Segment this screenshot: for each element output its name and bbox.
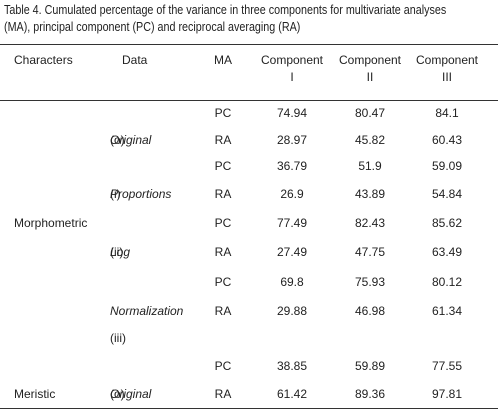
value-cell: 84.1 (435, 106, 459, 120)
header-cell: Component (415, 53, 479, 67)
value-cell: 80.12 (431, 275, 463, 289)
data-name: Original (110, 387, 152, 401)
value-cell: 61.34 (431, 304, 463, 318)
caption-line: Table 4. Cumulated percentage of the var… (4, 3, 447, 17)
value-cell: 51.9 (358, 159, 382, 173)
header-cell: MA (214, 53, 232, 67)
value-cell: 74.94 (276, 106, 308, 120)
ma-cell: PC (214, 275, 232, 289)
value-cell: 47.75 (354, 245, 386, 259)
data-name: Proportions (110, 187, 172, 201)
ma-cell: RA (214, 387, 232, 401)
header-cell: Component (260, 53, 324, 67)
value-cell: 28.97 (276, 133, 308, 147)
value-cell: 69.8 (280, 275, 304, 289)
value-cell: 61.42 (276, 387, 308, 401)
value-cell: 27.49 (276, 245, 308, 259)
data-code: (iii) (110, 331, 126, 345)
header-cell: III (441, 70, 453, 84)
top-rule (0, 44, 498, 45)
value-cell: 60.43 (431, 133, 463, 147)
value-cell: 29.88 (276, 304, 308, 318)
character-group: Meristic (14, 387, 56, 401)
bottom-rule (0, 408, 498, 409)
value-cell: 26.9 (280, 187, 304, 201)
data-code: (i) (110, 187, 121, 201)
value-cell: 59.89 (354, 359, 386, 373)
ma-cell: PC (214, 106, 232, 120)
value-cell: 77.49 (276, 216, 308, 230)
ma-cell: RA (214, 245, 232, 259)
header-cell: Data (122, 53, 148, 67)
header-cell: Characters (14, 53, 73, 67)
value-cell: 97.81 (431, 387, 463, 401)
data-code: (o) (110, 133, 125, 147)
ma-cell: PC (214, 359, 232, 373)
value-cell: 59.09 (431, 159, 463, 173)
value-cell: 36.79 (276, 159, 308, 173)
ma-cell: RA (214, 187, 232, 201)
character-group: Morphometric (14, 216, 88, 230)
value-cell: 54.84 (431, 187, 463, 201)
value-cell: 38.85 (276, 359, 308, 373)
value-cell: 77.55 (431, 359, 463, 373)
value-cell: 82.43 (354, 216, 386, 230)
ma-cell: RA (214, 304, 232, 318)
data-code: (o) (110, 387, 125, 401)
ma-cell: PC (214, 159, 232, 173)
header-cell: Component (338, 53, 402, 67)
data-code: (ii) (110, 245, 124, 259)
value-cell: 45.82 (354, 133, 386, 147)
value-cell: 75.93 (354, 275, 386, 289)
header-rule (0, 100, 498, 101)
value-cell: 63.49 (431, 245, 463, 259)
data-name: Log (110, 245, 131, 259)
value-cell: 80.47 (354, 106, 386, 120)
ma-cell: PC (214, 216, 232, 230)
value-cell: 43.89 (354, 187, 386, 201)
caption-line: (MA), principal component (PC) and recip… (4, 20, 301, 34)
data-name: Normalization (110, 304, 184, 318)
value-cell: 85.62 (431, 216, 463, 230)
header-cell: I (290, 70, 294, 84)
ma-cell: RA (214, 133, 232, 147)
value-cell: 46.98 (354, 304, 386, 318)
data-name: Original (110, 133, 152, 147)
value-cell: 89.36 (354, 387, 386, 401)
header-cell: II (366, 70, 374, 84)
